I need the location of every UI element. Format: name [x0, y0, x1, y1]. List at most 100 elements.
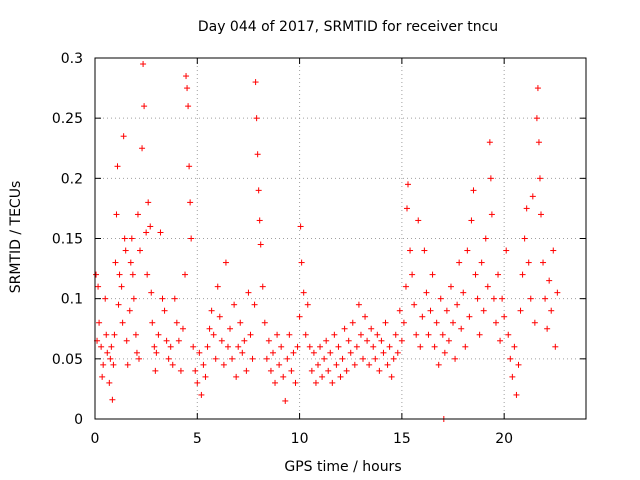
data-point [317, 343, 324, 350]
data-point [482, 235, 489, 242]
data-point [202, 373, 209, 380]
data-point [114, 163, 121, 170]
data-point [374, 331, 381, 338]
data-point [552, 343, 559, 350]
data-point [104, 349, 111, 356]
data-point [445, 337, 452, 344]
data-point [403, 205, 410, 212]
data-point [327, 349, 334, 356]
data-point [110, 361, 117, 368]
data-point [460, 289, 467, 296]
data-point [535, 139, 542, 146]
data-point [310, 349, 317, 356]
data-point [152, 367, 159, 374]
data-point [241, 337, 248, 344]
data-point [337, 373, 344, 380]
y-tick-label: 0.25 [52, 111, 83, 127]
data-point [533, 115, 540, 122]
data-point [208, 307, 215, 314]
data-point [278, 343, 285, 350]
data-point [243, 367, 250, 374]
data-point [255, 187, 262, 194]
y-tick-label: 0.05 [52, 352, 83, 368]
data-point [188, 235, 195, 242]
data-point [466, 313, 473, 320]
data-point [486, 139, 493, 146]
data-point [294, 343, 301, 350]
data-point [145, 199, 152, 206]
data-point [128, 235, 135, 242]
data-point [390, 355, 397, 362]
grid-lines [95, 58, 586, 419]
data-point [263, 355, 270, 362]
data-point [546, 277, 553, 284]
data-point [425, 331, 432, 338]
data-point [184, 85, 191, 92]
data-point [476, 331, 483, 338]
data-point [464, 247, 471, 254]
data-point [267, 367, 274, 374]
data-point [548, 307, 555, 314]
data-point [99, 373, 106, 380]
data-point [167, 343, 174, 350]
data-point [216, 313, 223, 320]
data-point [423, 289, 430, 296]
data-point [269, 349, 276, 356]
x-tick-label: 20 [495, 431, 513, 447]
data-point [376, 367, 383, 374]
data-point [550, 247, 557, 254]
data-point [265, 337, 272, 344]
data-point [187, 199, 194, 206]
data-point [509, 373, 516, 380]
data-point [490, 295, 497, 302]
data-point [398, 337, 405, 344]
data-point [133, 349, 140, 356]
data-point [103, 331, 110, 338]
data-point [98, 343, 105, 350]
data-point [233, 373, 240, 380]
data-point [531, 319, 538, 326]
data-point [527, 295, 534, 302]
data-point [126, 307, 133, 314]
data-point [447, 283, 454, 290]
data-point [292, 379, 299, 386]
data-point [190, 343, 197, 350]
data-point [247, 331, 254, 338]
data-point [495, 271, 502, 278]
data-point [400, 319, 407, 326]
data-point [319, 373, 326, 380]
data-point [235, 343, 242, 350]
x-tick-label: 15 [393, 431, 411, 447]
data-point [308, 367, 315, 374]
data-point [321, 355, 328, 362]
data-point [370, 343, 377, 350]
data-point [144, 271, 151, 278]
data-point [214, 283, 221, 290]
x-axis-label: GPS time / hours [284, 459, 401, 475]
data-point [507, 355, 514, 362]
data-point [325, 367, 332, 374]
y-tick-label: 0 [74, 412, 83, 428]
data-point [163, 337, 170, 344]
data-point [118, 283, 125, 290]
data-point [392, 331, 399, 338]
y-tick-label: 0.2 [61, 171, 83, 187]
data-point [409, 271, 416, 278]
data-point [462, 343, 469, 350]
x-tick-label: 5 [193, 431, 202, 447]
data-point [351, 361, 358, 368]
data-point [515, 361, 522, 368]
data-point [523, 205, 530, 212]
data-point [372, 355, 379, 362]
data-point [443, 307, 450, 314]
data-point [231, 301, 238, 308]
data-point [274, 331, 281, 338]
data-point [378, 337, 385, 344]
data-point [355, 301, 362, 308]
data-point [339, 355, 346, 362]
data-point [194, 379, 201, 386]
data-point [364, 337, 371, 344]
data-point [304, 301, 311, 308]
data-point [349, 319, 356, 326]
